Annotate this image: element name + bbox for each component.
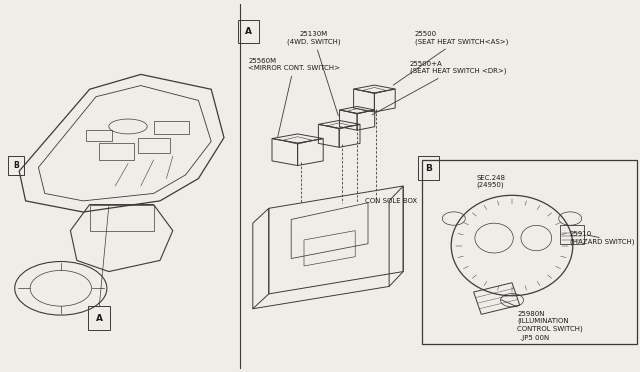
Bar: [560, 225, 584, 244]
Bar: [99, 143, 134, 160]
Text: 25500+A
(SEAT HEAT SWITCH <DR>): 25500+A (SEAT HEAT SWITCH <DR>): [372, 61, 506, 115]
Text: B: B: [426, 164, 432, 173]
Text: 25560M
<MIRROR CONT. SWITCH>: 25560M <MIRROR CONT. SWITCH>: [248, 58, 340, 137]
Text: A: A: [96, 314, 102, 323]
Text: SEC.248
(24950): SEC.248 (24950): [477, 175, 506, 188]
Text: 25980N
(ILLUMINATION
CONTROL SWITCH): 25980N (ILLUMINATION CONTROL SWITCH): [500, 299, 583, 331]
Bar: [422, 160, 637, 344]
Bar: [138, 138, 170, 153]
Text: A: A: [245, 27, 252, 36]
Text: 25130M
(4WD. SWITCH): 25130M (4WD. SWITCH): [287, 31, 340, 116]
Bar: [86, 130, 112, 141]
Text: B: B: [13, 161, 19, 170]
Bar: [154, 121, 189, 134]
Text: CON SOLE BOX: CON SOLE BOX: [365, 198, 417, 204]
Text: 25500
(SEAT HEAT SWITCH<AS>): 25500 (SEAT HEAT SWITCH<AS>): [394, 31, 508, 85]
Text: 25910
(HAZARD SWITCH): 25910 (HAZARD SWITCH): [570, 231, 634, 245]
Text: .JP5 00N: .JP5 00N: [520, 336, 549, 341]
